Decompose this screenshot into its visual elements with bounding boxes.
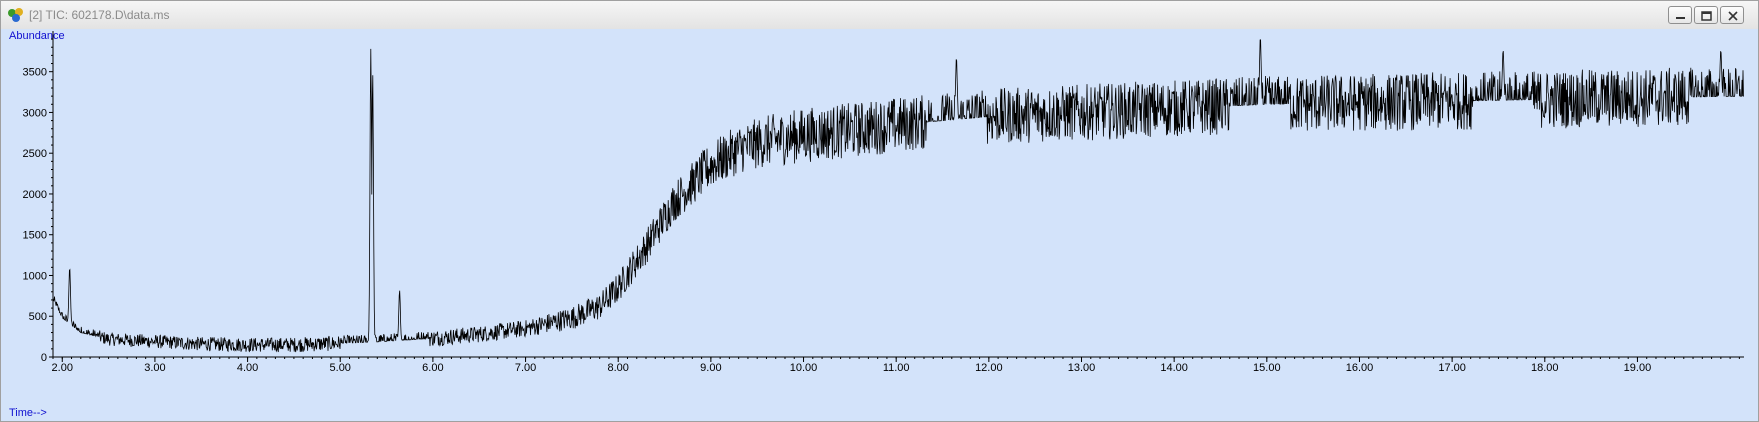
x-tick-label: 2.00 xyxy=(52,362,73,374)
x-tick-label: 19.00 xyxy=(1624,362,1652,374)
x-tick-label: 18.00 xyxy=(1531,362,1559,374)
y-tick-label: 2000 xyxy=(23,189,47,201)
restore-button[interactable] xyxy=(1694,6,1718,24)
x-tick-label: 6.00 xyxy=(422,362,443,374)
y-tick-label: 2500 xyxy=(23,148,47,160)
x-tick-label: 10.00 xyxy=(790,362,818,374)
x-tick-label: 16.00 xyxy=(1346,362,1374,374)
chemstation-app-icon xyxy=(8,8,23,22)
axes-group: 0 500 1000 1500 2000 2500 3000 3500 2.00 3.00 4.00… xyxy=(23,31,1744,374)
x-tick-label: 14.00 xyxy=(1160,362,1188,374)
y-tick-label: 1500 xyxy=(23,230,47,242)
y-tick-label: 3500 xyxy=(23,67,47,79)
x-tick-label: 3.00 xyxy=(144,362,165,374)
x-tick-label: 15.00 xyxy=(1253,362,1281,374)
minimize-icon xyxy=(1676,17,1685,19)
tic-trace-line xyxy=(52,39,1744,353)
x-tick-label: 4.00 xyxy=(237,362,258,374)
restore-icon xyxy=(1701,11,1712,21)
x-tick-label: 17.00 xyxy=(1438,362,1466,374)
y-tick-label: 3000 xyxy=(23,107,47,119)
y-tick-label: 1000 xyxy=(23,270,47,282)
x-tick-label: 13.00 xyxy=(1068,362,1096,374)
y-tick-label: 0 xyxy=(41,352,47,364)
minimize-button[interactable] xyxy=(1668,6,1692,24)
window-titlebar[interactable]: [2] TIC: 602178.D\data.ms xyxy=(1,1,1758,30)
window-title: [2] TIC: 602178.D\data.ms xyxy=(29,8,170,22)
close-icon xyxy=(1728,11,1738,21)
x-tick-label: 9.00 xyxy=(700,362,721,374)
x-tick-label: 11.00 xyxy=(883,362,910,374)
x-tick-label: 5.00 xyxy=(330,362,351,374)
chromatogram-plot[interactable]: Abundance Time--> 0 500 1000 1500 2000 2500 30… xyxy=(1,29,1758,421)
plot-background xyxy=(1,29,1758,421)
x-tick-label: 8.00 xyxy=(608,362,629,374)
x-tick-label: 12.00 xyxy=(975,362,1003,374)
close-button[interactable] xyxy=(1720,6,1744,24)
y-axis-label: Abundance xyxy=(9,30,65,42)
x-tick-label: 7.00 xyxy=(515,362,536,374)
tic-trace-group xyxy=(52,39,1744,353)
y-tick-label: 500 xyxy=(29,311,47,323)
x-axis-label: Time--> xyxy=(9,407,47,419)
